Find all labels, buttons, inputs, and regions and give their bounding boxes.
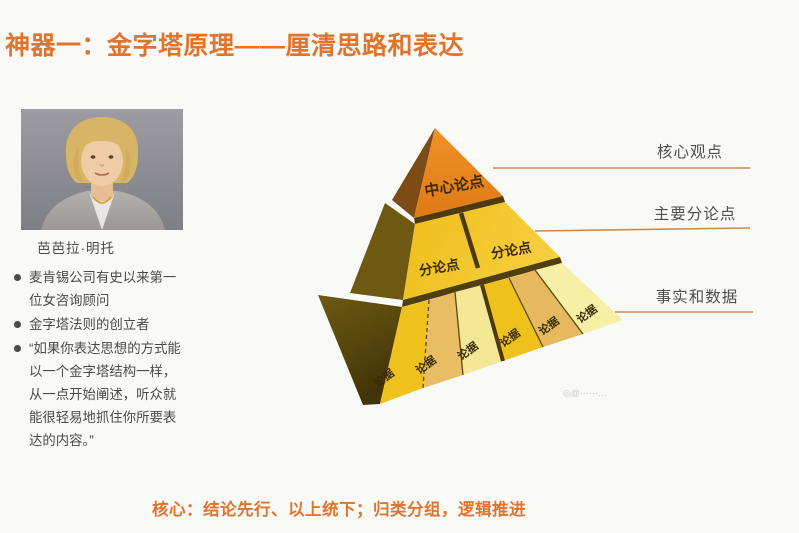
portrait-photo	[21, 109, 183, 230]
leader-line-middle	[534, 227, 751, 232]
bullet-list: 麦肯锡公司有史以来第一位女咨询顾问 金字塔法则的创立者 “如果你表达思想的方式能…	[14, 266, 182, 453]
page-title: 神器一：金字塔原理——厘清思路和表达	[5, 32, 465, 60]
pyramid-base-stripe-1	[380, 300, 429, 404]
bullet-item-quote: “如果你表达思想的方式能以一个金字塔结构一样，从一点开始阐述，听众就能很轻易地抓…	[14, 337, 182, 452]
stripe-divider-dashed	[422, 299, 430, 389]
bullet-item-mckinsey: 麦肯锡公司有史以来第一位女咨询顾问	[14, 266, 182, 312]
pyramid-mid-left-label: 分论点	[418, 256, 461, 279]
shirt	[89, 192, 115, 230]
pyramid-base-stripe-2	[423, 292, 463, 388]
eye-right	[108, 155, 114, 159]
bullet-item-founder: 金字塔法则的创立者	[14, 313, 182, 336]
hair-side-left	[73, 149, 83, 181]
footer-keypoints: 核心：结论先行、以上统下；归类分组，逻辑推进	[152, 501, 526, 519]
pyramid-diagram: 中心论点 分论点 分论点 论据 论据 论据 论据 论据 论据 核心观点 主要分论…	[318, 128, 753, 405]
annotation-facts-data: 事实和数据	[656, 288, 739, 306]
watermark: ◎@······…	[563, 388, 607, 398]
person-name: 芭芭拉·明托	[37, 241, 115, 256]
pyramid-top-face	[414, 128, 503, 218]
pyramid-left-face-mid	[350, 203, 415, 300]
eye-left	[90, 155, 96, 159]
pyramid-base-stripe-5	[509, 270, 583, 347]
pyramid-base-center-divider	[480, 284, 505, 362]
annotation-core-viewpoint: 核心观点	[657, 143, 723, 161]
pyramid-left-face-base	[318, 295, 402, 405]
bangs	[79, 125, 125, 151]
stripe-divider	[534, 269, 584, 335]
necklace	[92, 196, 112, 204]
stripe-divider	[454, 291, 464, 376]
mouth	[94, 172, 110, 176]
annotation-main-subpoints: 主要分论点	[654, 205, 737, 223]
pyramid-base-stripe-6	[535, 263, 623, 334]
pyramid-band-2	[402, 257, 562, 307]
hair-side-right	[121, 149, 131, 181]
portrait-illustration	[21, 109, 183, 230]
face	[81, 136, 123, 186]
pyramid-band-1	[414, 196, 505, 224]
pyramid-base-stripe-3	[455, 285, 503, 375]
stripe-divider	[508, 277, 544, 348]
pyramid-mid-divider	[458, 212, 481, 269]
pyramid-left-face-top	[392, 128, 435, 218]
pyramid-mid-right-label: 分论点	[490, 239, 533, 262]
nose	[99, 163, 105, 167]
pyramid-mid-face	[403, 202, 560, 300]
pyramid-base-stripe-4	[482, 278, 543, 361]
